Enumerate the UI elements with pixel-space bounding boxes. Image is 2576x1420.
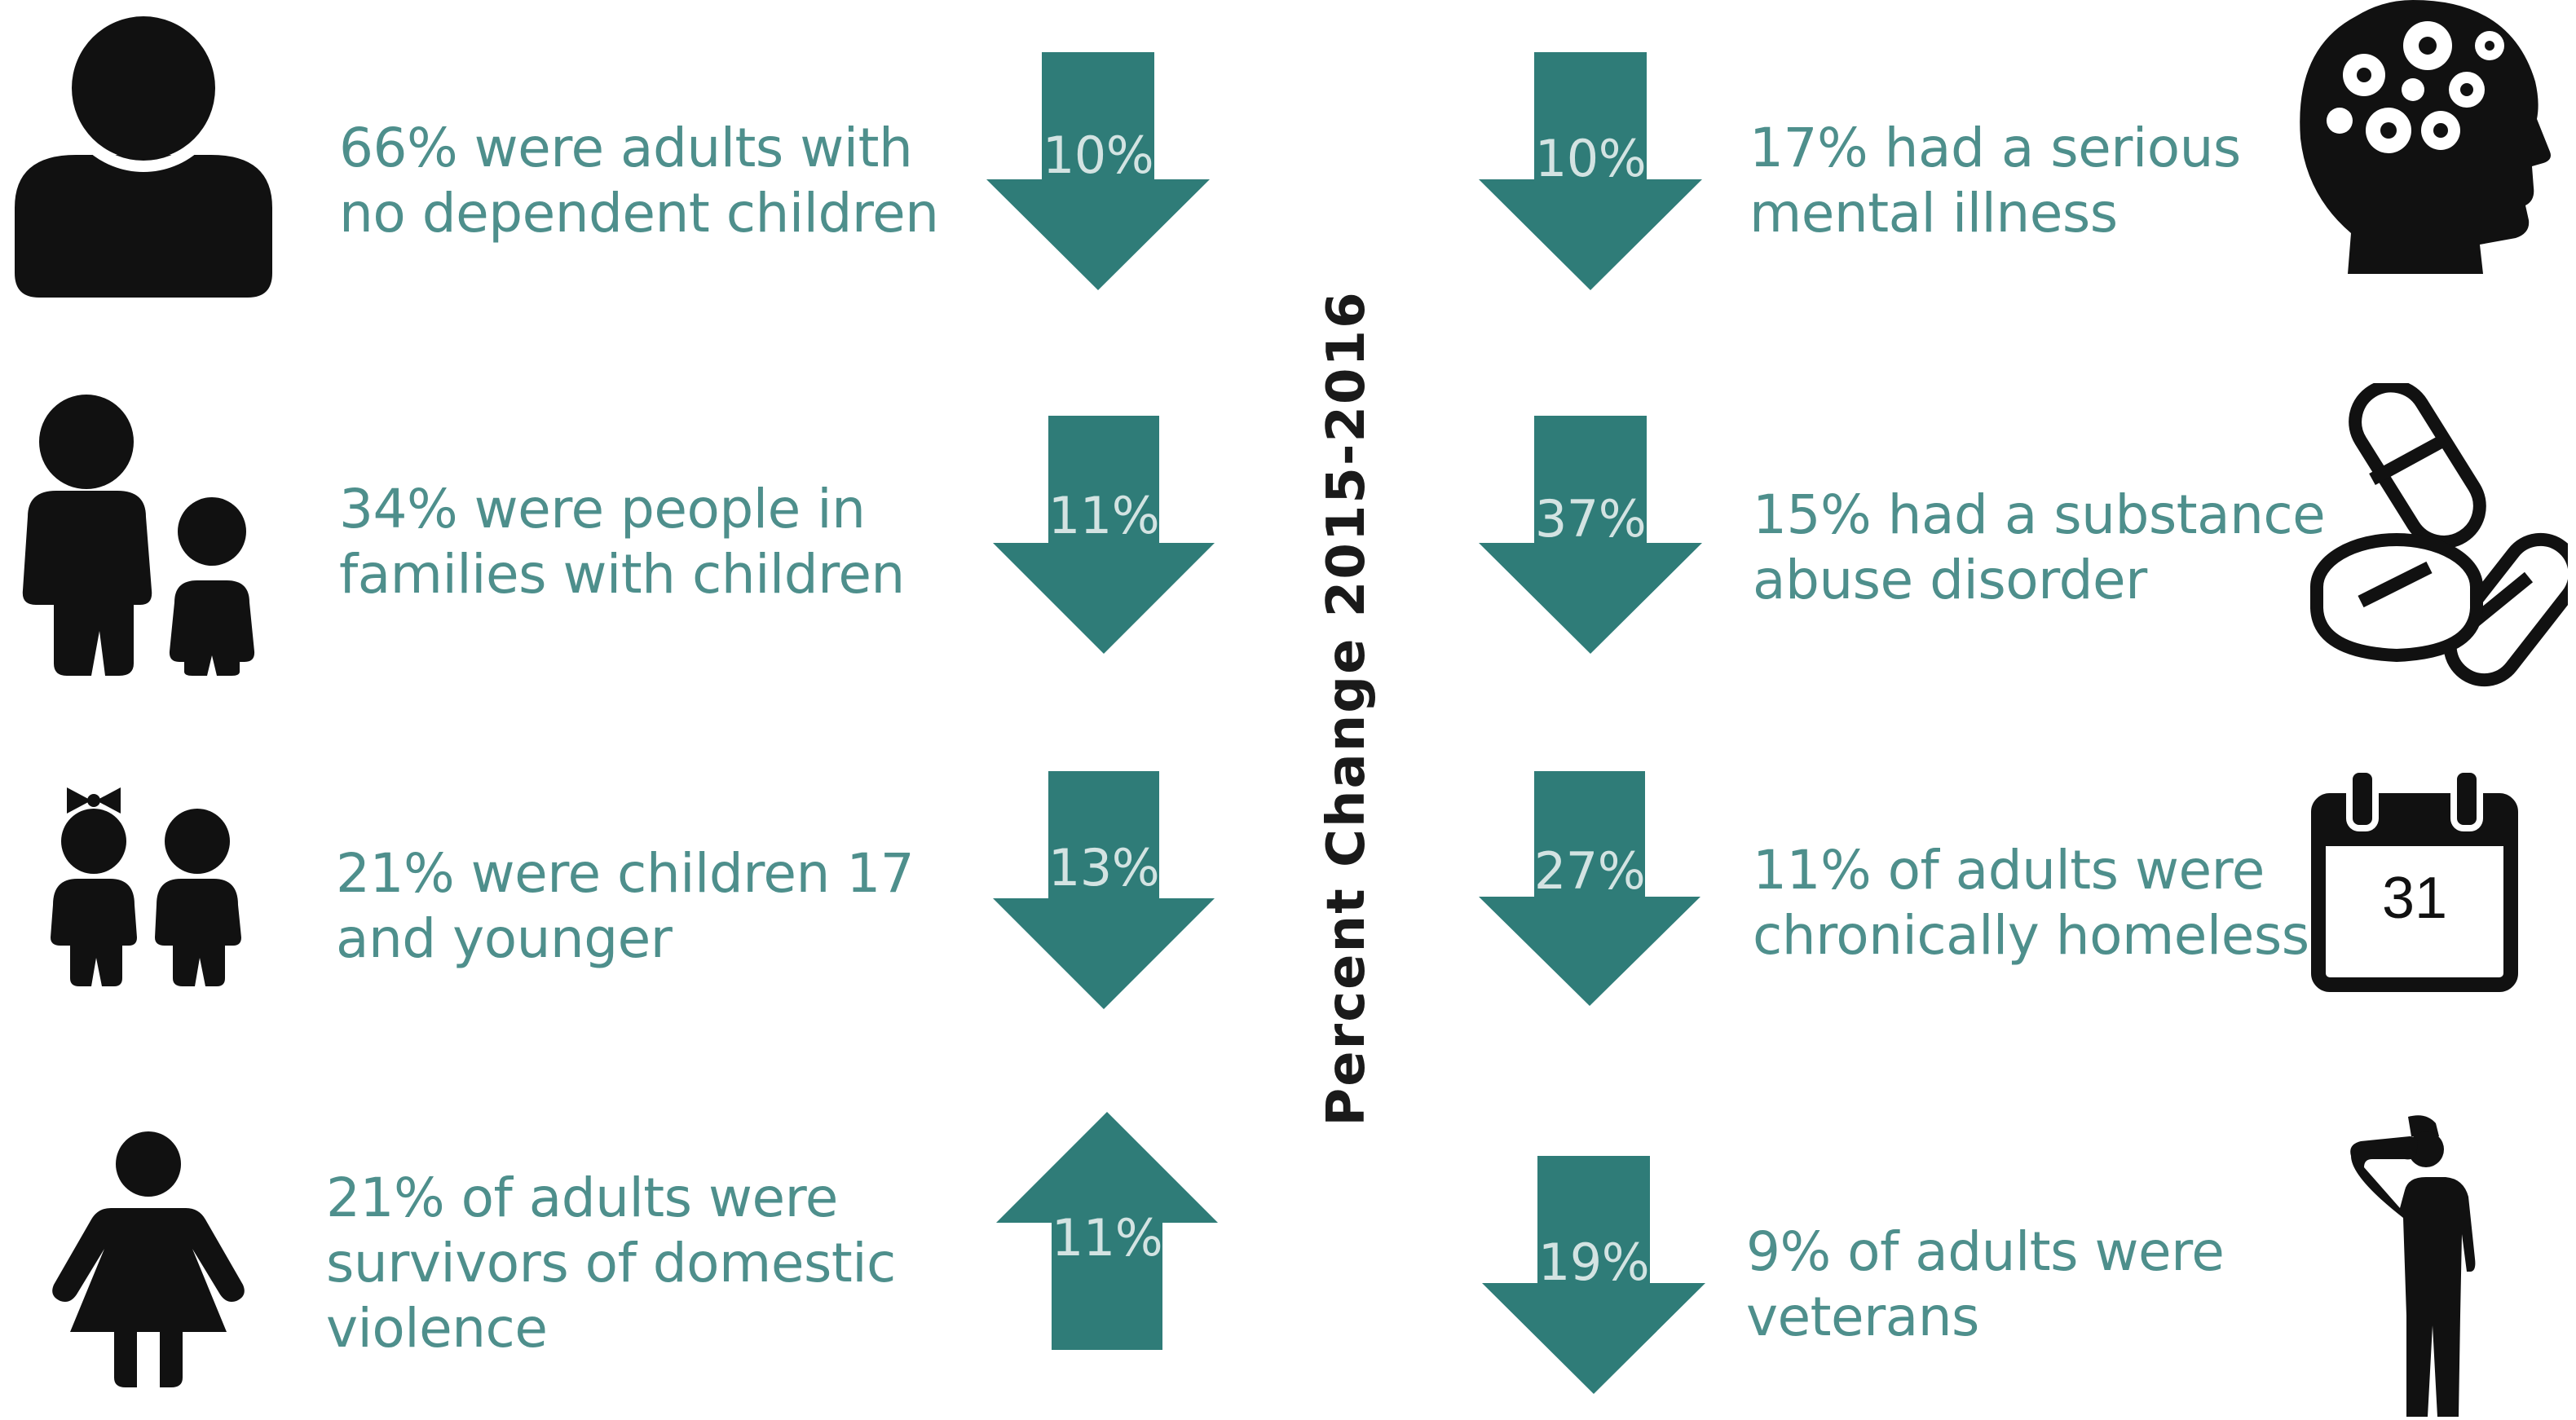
stat-line: mental illness [1749,182,2118,245]
change-arrow-down: 10% [1479,52,1702,290]
stat-serious-mental-illness: 17% had a serious mental illness [1749,116,2241,246]
stat-adults-no-children: 66% were adults with no dependent childr… [339,116,939,246]
stat-line: abuse disorder [1753,549,2147,611]
change-label: 10% [1042,126,1154,185]
change-label: 11% [1048,486,1160,545]
change-label: 37% [1534,489,1647,549]
stat-line: 21% were children 17 [336,842,915,905]
stat-line: 17% had a serious [1749,117,2241,179]
change-arrow-down: 37% [1479,416,1702,654]
stat-chronically-homeless: 11% of adults were chronically homeless [1753,838,2309,968]
stat-families-with-children: 34% were people in families with childre… [339,477,905,607]
stat-substance-abuse: 15% had a substance abuse disorder [1753,483,2326,613]
saluting-soldier-icon [2348,1112,2478,1417]
stat-children-17-and-younger: 21% were children 17 and younger [336,841,915,972]
change-arrow-down: 11% [993,416,1215,654]
stat-line: no dependent children [339,182,939,245]
change-label: 19% [1537,1233,1650,1292]
calendar-day: 31 [2381,866,2448,931]
stat-line: 21% of adults were [326,1166,838,1229]
woman-icon [52,1130,245,1387]
stat-line: chronically homeless [1753,904,2309,967]
stat-line: 34% were people in [339,478,866,540]
change-label: 27% [1533,841,1646,901]
stat-domestic-violence-survivors: 21% of adults were survivors of domestic… [326,1166,896,1361]
change-label: 13% [1048,838,1160,897]
change-arrow-down: 27% [1479,771,1700,1006]
change-label: 10% [1534,129,1647,188]
head-gears-icon [2291,0,2552,274]
calendar-icon: 31 [2309,766,2521,994]
pills-icon [2307,379,2576,693]
stat-line: and younger [336,907,673,970]
change-arrow-down: 13% [993,771,1215,1009]
adult-person-icon [15,4,272,298]
change-arrow-down: 10% [986,52,1210,290]
stat-line: 11% of adults were [1753,839,2265,902]
axis-title: Percent Change 2015-2016 [1317,290,1377,1127]
parent-and-child-icon [11,395,264,676]
stat-veterans: 9% of adults were veterans [1746,1219,2225,1350]
change-arrow-down: 19% [1482,1156,1705,1394]
stat-line: veterans [1746,1285,1979,1348]
two-children-icon [41,783,253,986]
change-arrow-up: 11% [996,1112,1218,1350]
stat-line: survivors of domestic [326,1232,896,1294]
stat-line: 9% of adults were [1746,1220,2225,1283]
stat-line: families with children [339,543,905,606]
stat-line: violence [326,1297,548,1360]
change-label: 11% [1051,1208,1163,1268]
stat-line: 66% were adults with [339,117,913,179]
stat-line: 15% had a substance [1753,483,2326,546]
